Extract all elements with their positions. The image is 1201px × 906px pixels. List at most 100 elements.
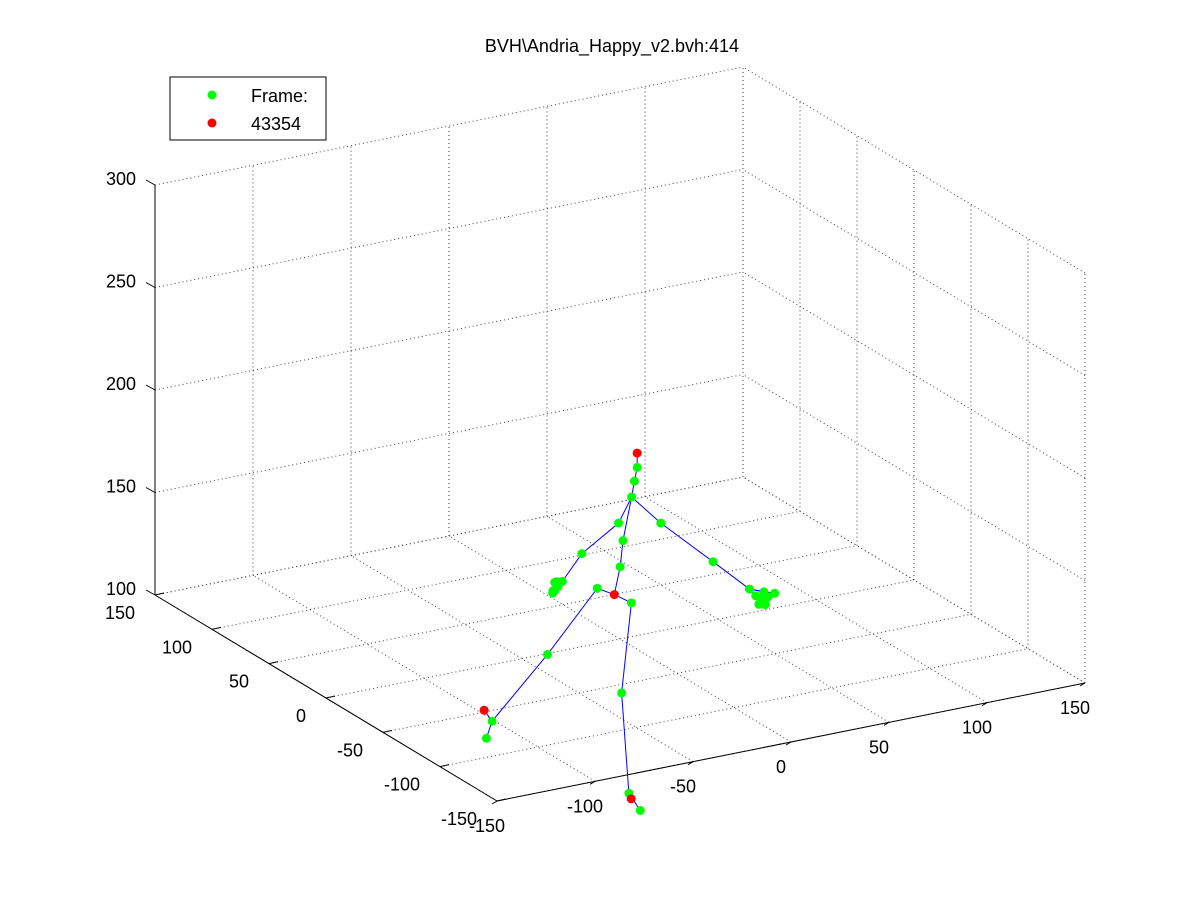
bone-lshoulder-lelbow xyxy=(581,522,619,554)
joint-rknee xyxy=(617,688,627,698)
floor-grid-line xyxy=(546,515,890,723)
z-tick-mark xyxy=(145,179,156,186)
x-tick-label: 100 xyxy=(962,718,992,738)
joint-relbow xyxy=(708,557,718,567)
x-tick-mark xyxy=(981,702,988,707)
z-tick-mark xyxy=(145,384,156,391)
joint-rhip xyxy=(626,598,636,608)
bone-rhip-rknee xyxy=(621,602,632,693)
floor-grid-line xyxy=(439,648,1029,768)
joint-lankle xyxy=(487,716,497,726)
legend: Frame: 43354 xyxy=(169,76,327,141)
side-wall-grid-line xyxy=(742,66,1086,274)
z-tick-label: 300 xyxy=(106,169,136,189)
y-tick-mark xyxy=(382,729,393,733)
skeleton-bones xyxy=(483,453,775,811)
joint-spine1 xyxy=(618,536,628,546)
floor-grid-line xyxy=(644,496,988,704)
joint-lshoulder xyxy=(614,518,624,528)
joint-spine xyxy=(615,562,625,572)
bone-root-spine xyxy=(613,566,621,595)
y-tick-label: 100 xyxy=(162,637,192,657)
y-tick-mark xyxy=(211,626,222,630)
legend-marker-frame-number xyxy=(207,118,217,128)
bone-rshoulder-relbow xyxy=(660,522,714,563)
x-tick-mark xyxy=(883,721,890,726)
z-tick-label: 150 xyxy=(106,477,136,497)
tick-labels: -150 -100 -50 0 50 100 150 -150 -100 -50 0 50 100 150… xyxy=(105,169,1090,836)
bone-rknee-rankle xyxy=(621,692,630,794)
x-tick-label: -150 xyxy=(469,816,505,836)
side-wall-grid-line xyxy=(742,374,1086,581)
x-tick-mark xyxy=(785,741,792,746)
bone-neck-lshoulder xyxy=(618,496,633,524)
joint-rtoe-end xyxy=(626,794,636,804)
skeleton-joints xyxy=(479,448,780,815)
y-tick-mark xyxy=(268,661,279,665)
joint-lknee xyxy=(543,649,552,659)
y-tick-mark xyxy=(325,695,336,699)
legend-label-frame-number: 43354 xyxy=(251,114,301,134)
x-tick-label: -50 xyxy=(670,777,696,797)
joint-rhand9 xyxy=(760,592,770,602)
side-wall-grid-line xyxy=(742,169,1086,376)
x-tick-label: -100 xyxy=(567,796,603,816)
z-tick-label: 100 xyxy=(106,579,136,599)
grid-layer xyxy=(154,66,1086,802)
floor-grid-line xyxy=(252,574,596,782)
floor-grid-line xyxy=(448,535,792,743)
bone-lelbow-lwrist xyxy=(561,553,583,582)
z-tick-mark xyxy=(145,589,156,596)
joint-rtoe xyxy=(635,805,645,815)
bone-neck-rshoulder xyxy=(631,496,662,524)
joint-neck xyxy=(627,492,637,502)
z-tick-mark xyxy=(145,282,156,288)
y-tick-label: 0 xyxy=(296,706,306,726)
z-tick-label: 200 xyxy=(106,374,136,394)
legend-marker-frame xyxy=(207,90,217,100)
y-tick-mark xyxy=(439,764,450,768)
joint-lhand7 xyxy=(550,577,560,587)
y-tick-label: 50 xyxy=(229,672,249,692)
floor-grid-line xyxy=(350,555,694,763)
joint-head-end xyxy=(632,448,642,458)
joint-head xyxy=(632,462,642,472)
floor-grid-line xyxy=(382,613,972,733)
bone-relbow-rwrist xyxy=(712,561,750,590)
joint-lelbow xyxy=(577,549,587,559)
x-tick-mark xyxy=(491,800,498,805)
side-wall-grid-line xyxy=(742,476,1086,684)
bone-spine1-neck xyxy=(622,496,633,541)
x-tick-label: 150 xyxy=(1060,698,1090,718)
x-tick-label: 50 xyxy=(869,737,889,757)
x-tick-mark xyxy=(687,761,694,766)
y-tick-mark xyxy=(154,592,165,596)
joint-rwrist xyxy=(745,584,755,594)
joint-root xyxy=(609,590,619,600)
y-tick-label: -50 xyxy=(337,740,363,760)
x-tick-label: 0 xyxy=(776,757,786,777)
y-tick-label: 150 xyxy=(105,603,135,623)
back-wall-grid-line xyxy=(154,374,744,493)
legend-label-frame: Frame: xyxy=(251,86,308,106)
legend-box xyxy=(169,76,327,141)
y-tick-mark xyxy=(496,798,507,802)
z-tick-label: 250 xyxy=(106,272,136,292)
z-tick-mark xyxy=(145,487,156,493)
joint-ltoe-end xyxy=(479,705,489,715)
joint-lhip xyxy=(592,583,602,593)
joint-rshoulder xyxy=(656,518,666,528)
joint-neck1 xyxy=(629,476,639,486)
y-tick-label: -150 xyxy=(441,809,477,829)
bone-lhip-lknee xyxy=(547,588,598,655)
x-tick-mark xyxy=(589,780,596,785)
joint-ltoe xyxy=(481,733,491,743)
joint-rhand8 xyxy=(770,588,780,598)
joint-lhand6 xyxy=(548,586,558,596)
bone-lknee-lankle xyxy=(491,654,548,722)
y-tick-label: -100 xyxy=(384,775,420,795)
axis-layer xyxy=(145,179,1086,805)
x-tick-mark xyxy=(1079,682,1086,687)
